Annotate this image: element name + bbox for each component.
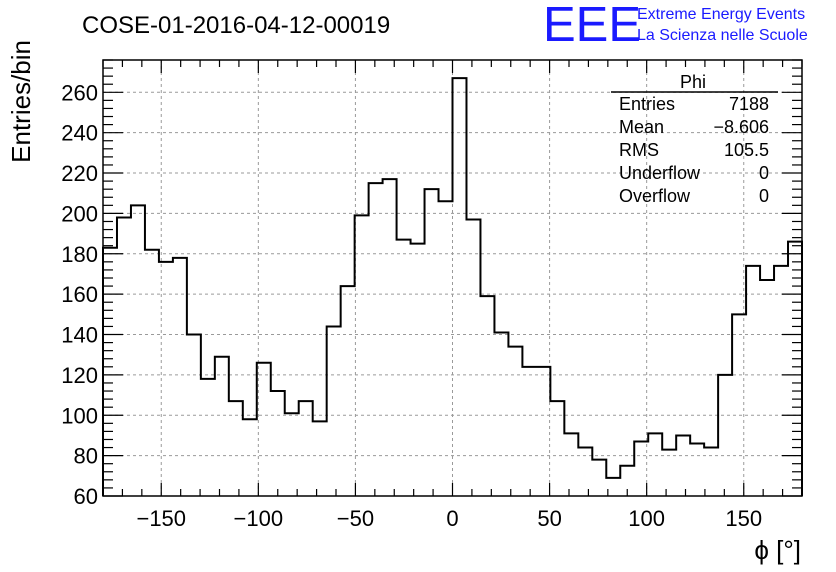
- x-tick-label: −100: [234, 506, 284, 531]
- histogram-bin: [397, 240, 411, 496]
- histogram-bin: [578, 448, 592, 496]
- logo-line-2: La Scienza nelle Scuole: [637, 27, 808, 44]
- histogram-bin: [760, 280, 774, 496]
- stats-label: RMS: [619, 140, 659, 160]
- histogram-bin: [285, 413, 299, 496]
- y-tick-label: 240: [61, 121, 98, 146]
- stats-value: 0: [759, 163, 769, 183]
- logo-line-1: Extreme Energy Events: [637, 6, 805, 23]
- x-tick-label: −150: [136, 506, 186, 531]
- x-tick-label: 50: [537, 506, 561, 531]
- histogram-bin: [369, 183, 383, 496]
- histogram-bin: [480, 296, 494, 496]
- histogram-bin: [383, 179, 397, 496]
- y-tick-label: 160: [61, 282, 98, 307]
- axis-ticks: [102, 59, 803, 497]
- y-tick-label: 200: [61, 201, 98, 226]
- histogram-bin: [425, 189, 439, 496]
- histogram-bin: [215, 357, 229, 496]
- x-tick-label: −50: [337, 506, 374, 531]
- y-tick-label: 120: [61, 363, 98, 388]
- y-tick-label: 220: [61, 161, 98, 186]
- histogram-bin: [746, 266, 760, 496]
- x-tick-label: 0: [446, 506, 458, 531]
- histogram-outline: [102, 77, 803, 496]
- histogram-bin: [201, 379, 215, 496]
- histogram-bin: [145, 250, 159, 496]
- histogram-bin: [103, 248, 117, 496]
- y-tick-label: 140: [61, 323, 98, 348]
- histogram-bin: [788, 242, 802, 496]
- histogram-bin: [313, 421, 327, 496]
- histogram-bin: [774, 266, 788, 496]
- histogram-bin: [494, 333, 508, 497]
- histogram-bin: [704, 448, 718, 496]
- histogram-bin: [327, 326, 341, 496]
- x-axis-title: ϕ [°]: [754, 535, 801, 565]
- stats-value: 7188: [729, 94, 769, 114]
- stats-label: Underflow: [619, 163, 701, 183]
- histogram-bin: [453, 78, 467, 496]
- y-tick-label: 60: [74, 484, 98, 509]
- stats-label: Entries: [619, 94, 675, 114]
- histogram-bin: [564, 433, 578, 496]
- stats-value: 0: [759, 186, 769, 206]
- histogram-bin: [173, 258, 187, 496]
- eee-logo: EEE Extreme Energy Events La Scienza nel…: [543, 0, 808, 52]
- y-axis-title: Entries/bin: [6, 40, 36, 163]
- histogram-bin: [439, 201, 453, 496]
- y-tick-label: 80: [74, 444, 98, 469]
- histogram-bin: [257, 363, 271, 496]
- histogram-bin: [718, 375, 732, 496]
- y-tick-label: 100: [61, 403, 98, 428]
- y-tick-label: 260: [61, 80, 98, 105]
- histogram-bin: [536, 367, 550, 496]
- histogram-bin: [592, 460, 606, 496]
- histogram-bin: [117, 217, 131, 496]
- x-tick-label: 150: [725, 506, 762, 531]
- stats-value: −8.606: [713, 117, 769, 137]
- histogram-bin: [522, 367, 536, 496]
- histogram-bin: [355, 215, 369, 496]
- stats-value: 105.5: [724, 140, 769, 160]
- stats-box: Phi Entries 7188 Mean −8.606 RMS 105.5 U…: [611, 72, 778, 206]
- histogram-bin: [411, 244, 425, 496]
- y-tick-labels: 60 80 100 120 140 160 180 200 220 240 260: [61, 80, 98, 509]
- stats-title: Phi: [680, 72, 706, 92]
- x-tick-label: 100: [628, 506, 665, 531]
- histogram-bin: [466, 219, 480, 496]
- stats-label: Overflow: [619, 186, 691, 206]
- histogram-bin: [550, 401, 564, 496]
- histogram-bin: [648, 433, 662, 496]
- histogram-bin: [243, 419, 257, 496]
- histogram-bin: [690, 444, 704, 496]
- histogram-bin: [662, 450, 676, 496]
- histogram-bin: [676, 435, 690, 496]
- histogram-bin: [508, 347, 522, 496]
- histogram-bin: [299, 401, 313, 496]
- chart-title: COSE-01-2016-04-12-00019: [82, 12, 390, 39]
- stats-label: Mean: [619, 117, 664, 137]
- histogram-bin: [131, 205, 145, 496]
- histogram-bin: [271, 391, 285, 496]
- x-tick-labels: −150 −100 −50 0 50 100 150: [136, 506, 762, 531]
- logo-mark: EEE: [543, 0, 641, 52]
- histogram-bin: [341, 286, 355, 496]
- y-tick-label: 180: [61, 242, 98, 267]
